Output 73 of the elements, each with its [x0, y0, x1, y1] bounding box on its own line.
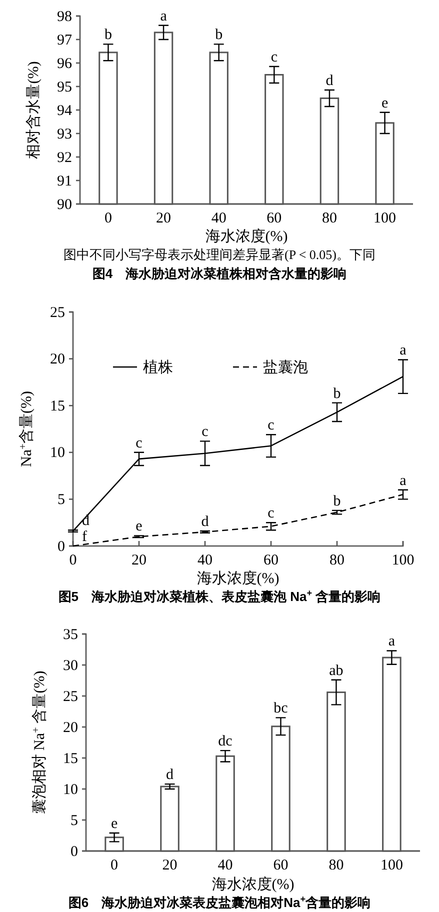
- text: 图中不同小写字母表示处理间差异显著(P < 0.05)。下同: [64, 247, 376, 262]
- annotation: c: [270, 50, 278, 66]
- x-tick-label: 20: [162, 858, 178, 874]
- x-tick-label: 100: [380, 858, 403, 874]
- annotation: b: [333, 386, 341, 402]
- y-tick-label: 0: [58, 538, 65, 555]
- y-tick-label: 0: [70, 844, 78, 860]
- annotation: c: [136, 435, 143, 452]
- y-tick-label: 92: [57, 150, 72, 166]
- legend-label: 盐囊泡: [263, 359, 308, 376]
- annotation: c: [268, 418, 275, 434]
- annotation: e: [110, 816, 118, 832]
- y-tick-label: 25: [50, 304, 65, 321]
- x-tick-label: 40: [211, 210, 226, 227]
- y-tick-label: 10: [50, 445, 65, 462]
- y-tick-label: 96: [57, 56, 72, 72]
- annotation: e: [381, 95, 388, 112]
- text: 图4 海水胁迫对冰菜植株相对含水量的影响: [92, 266, 347, 281]
- x-tick-label: 40: [198, 552, 212, 569]
- legend-label: 植株: [143, 359, 173, 376]
- annotation: d: [201, 514, 210, 530]
- annotation: b: [104, 27, 112, 44]
- y-tick-label: 90: [57, 196, 72, 213]
- annotation: a: [160, 8, 168, 24]
- y-tick-label: 94: [57, 102, 72, 119]
- y-tick-label: 35: [63, 626, 78, 643]
- x-tick-label: 60: [266, 210, 282, 227]
- y-tick-label: 95: [57, 79, 72, 96]
- x-tick-label: 40: [218, 858, 233, 874]
- y-tick-label: 97: [57, 32, 72, 48]
- x-tick-label: 20: [156, 210, 172, 227]
- annotation: b: [333, 493, 341, 510]
- annotation: e: [136, 518, 143, 535]
- x-tick-label: 60: [273, 858, 288, 874]
- y-axis-title: 相对含水量(%): [25, 61, 42, 159]
- annotation: f: [82, 529, 87, 545]
- x-tick-label: 80: [322, 210, 337, 227]
- y-tick-label: 5: [70, 812, 78, 829]
- y-tick-label: 25: [63, 688, 78, 705]
- y-tick-label: 98: [57, 8, 72, 25]
- x-tick-label: 80: [328, 858, 344, 874]
- x-tick-label: 60: [264, 552, 278, 569]
- text: 图5 海水胁迫对冰菜植株、表皮盐囊泡 Na$^{+}$ 含量的影响: [58, 588, 381, 604]
- y-tick-label: 30: [63, 658, 78, 674]
- x-tick-label: 100: [374, 210, 396, 227]
- annotation: c: [268, 506, 275, 522]
- x-tick-label: 0: [104, 210, 112, 227]
- y-tick-label: 93: [57, 126, 72, 142]
- x-tick-label: 0: [110, 858, 118, 874]
- annotation: a: [388, 634, 396, 650]
- annotation: d: [166, 767, 174, 784]
- annotation: bc: [274, 700, 288, 717]
- x-axis-title: 海水浓度(%): [205, 228, 288, 245]
- y-tick-label: 20: [50, 352, 65, 368]
- y-tick-label: 91: [57, 173, 72, 190]
- y-tick-label: 15: [63, 750, 78, 767]
- x-tick-label: 20: [132, 552, 146, 569]
- y-tick-label: 20: [63, 720, 78, 736]
- annotation: b: [215, 27, 223, 44]
- y-tick-label: 15: [50, 398, 65, 414]
- text: 图6 海水胁迫对冰菜表皮盐囊泡相对Na$^{+}$含量的影响: [68, 894, 371, 910]
- x-tick-label: 100: [392, 552, 414, 569]
- annotation: d: [326, 73, 334, 90]
- annotation: a: [400, 472, 407, 489]
- y-tick-label: 5: [58, 492, 65, 508]
- x-axis-title: 海水浓度(%): [212, 876, 294, 893]
- annotation: c: [202, 424, 209, 440]
- x-tick-label: 80: [330, 552, 344, 569]
- annotation: dc: [218, 734, 233, 750]
- y-tick-label: 10: [63, 782, 78, 798]
- annotation: ab: [329, 662, 344, 679]
- annotation: a: [400, 342, 407, 359]
- x-axis-title: 海水浓度(%): [196, 570, 280, 587]
